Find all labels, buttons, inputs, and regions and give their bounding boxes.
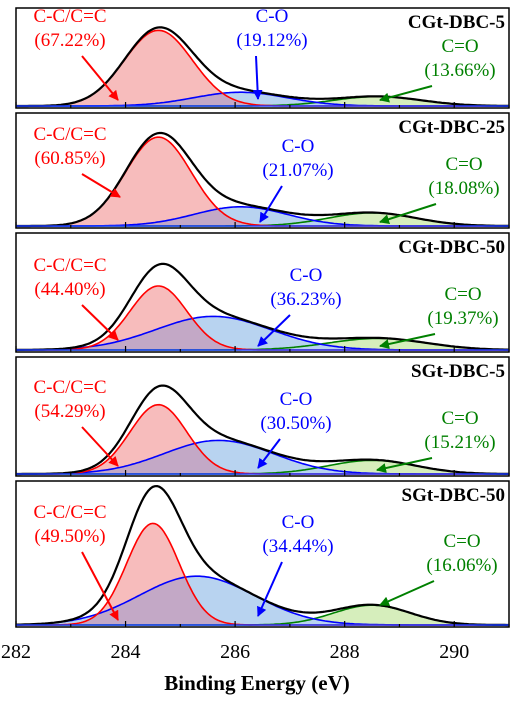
c-c-label: C-C/C=C	[33, 124, 106, 145]
panel-title: CGt-DBC-5	[408, 12, 505, 33]
envelope-line	[16, 131, 509, 228]
c-o-double-label: C=O	[443, 531, 480, 552]
panel-2: CGt-DBC-25 C-C/C=C (60.85%) C-O (21.07%) C=O (…	[15, 112, 510, 229]
c-o-percent: (21.07%)	[262, 160, 333, 181]
c-c-arrow	[81, 173, 121, 198]
panel-frame	[15, 232, 510, 353]
panel-4: SGt-DBC-5 C-C/C=C (54.29%) C-O (30.50%) C=O (1…	[15, 356, 510, 477]
c-o-arrow	[257, 438, 281, 469]
c-o-double-arrow	[379, 580, 435, 606]
c-c-percent: (60.85%)	[34, 148, 105, 169]
envelope-line	[15, 484, 509, 627]
c-c-arrow	[81, 551, 119, 621]
c-o-double-percent: (18.08%)	[428, 178, 499, 199]
panel-5: SGt-DBC-50 C-C/C=C (49.50%) C-O (34.44%) C=O (…	[15, 480, 510, 628]
c-o-double-arrow	[379, 85, 433, 103]
c-o-double-arrow	[379, 333, 436, 349]
c-c-arrow	[81, 304, 119, 341]
c-o-percent: (19.12%)	[236, 30, 307, 51]
panel-frame	[15, 112, 510, 229]
panel-title: CGt-DBC-25	[398, 117, 505, 138]
x-axis-title: Binding Energy (eV)	[164, 671, 350, 695]
c-o-double-label: C=O	[444, 284, 481, 305]
c-o-arrow	[252, 55, 263, 100]
x-tick-label: 288	[330, 641, 360, 663]
c-c-arrow	[81, 426, 119, 467]
c-o-double-label: C=O	[445, 154, 482, 175]
c-c-label: C-C/C=C	[33, 255, 106, 276]
peak-overlap-fill	[16, 577, 509, 625]
c-o-percent: (36.23%)	[270, 289, 341, 310]
c-c-peak-fill	[16, 286, 509, 350]
panels-group: CGt-DBC-5 C-C/C=C (67.22%) C-O (19.12%) C=O (1…	[15, 6, 510, 628]
c-o-double-percent: (16.06%)	[426, 555, 497, 576]
c-o-double-arrow	[376, 457, 433, 473]
c-c-label: C-C/C=C	[33, 377, 106, 398]
x-axis: 282 284 286 288 290	[1, 641, 469, 663]
c-c-peak-fill	[16, 404, 509, 474]
peak-overlap-fill	[16, 443, 509, 474]
c-c-peak-fill	[16, 137, 509, 226]
panel-title: SGt-DBC-50	[402, 485, 505, 506]
c-o-arrow	[257, 314, 291, 347]
c-o-percent: (34.44%)	[262, 536, 333, 557]
c-o-peak-fill	[16, 576, 509, 625]
c-o-double-percent: (15.21%)	[424, 432, 495, 453]
panel-frame	[15, 356, 510, 477]
c-o-label: C-O	[282, 512, 315, 533]
c-c-percent: (49.50%)	[34, 526, 105, 547]
panel-title: CGt-DBC-50	[398, 237, 505, 258]
panel-frame	[15, 7, 510, 109]
x-tick-label: 286	[220, 641, 250, 663]
c-o-double-percent: (13.66%)	[424, 60, 495, 81]
c-c-peak-fill	[16, 30, 509, 106]
c-o-arrow	[257, 561, 283, 617]
peak-overlap-fill	[16, 318, 509, 350]
c-o-label: C-O	[282, 136, 315, 157]
panel-3: CGt-DBC-50 C-C/C=C (44.40%) C-O (36.23%) C=O (…	[15, 232, 510, 353]
x-tick-label: 284	[111, 641, 141, 663]
envelope-line	[16, 262, 510, 351]
panel-1: CGt-DBC-5 C-C/C=C (67.22%) C-O (19.12%) C=O (1…	[15, 6, 510, 109]
c-c-percent: (67.22%)	[34, 30, 105, 51]
c-c-label: C-C/C=C	[33, 502, 106, 523]
c-o-label: C-O	[290, 265, 323, 286]
c-o-double-percent: (19.37%)	[427, 308, 498, 329]
c-o-double-peak-fill	[16, 605, 509, 625]
c-o-arrow	[259, 185, 283, 223]
panel-title: SGt-DBC-5	[411, 361, 505, 382]
envelope-line	[16, 384, 509, 476]
c-c-percent: (54.29%)	[34, 401, 105, 422]
c-o-double-label: C=O	[441, 36, 478, 57]
c-c-arrow	[81, 55, 119, 101]
x-tick-label: 282	[1, 641, 31, 663]
c-c-label: C-C/C=C	[33, 6, 106, 27]
c-o-label: C-O	[256, 6, 289, 27]
c-o-double-label: C=O	[441, 408, 478, 429]
x-tick-label: 290	[439, 641, 469, 663]
c-o-double-arrow	[379, 203, 437, 225]
c-o-label: C-O	[280, 389, 313, 410]
c-c-percent: (44.40%)	[34, 279, 105, 300]
c-o-percent: (30.50%)	[260, 413, 331, 434]
panel-frame	[15, 480, 510, 628]
